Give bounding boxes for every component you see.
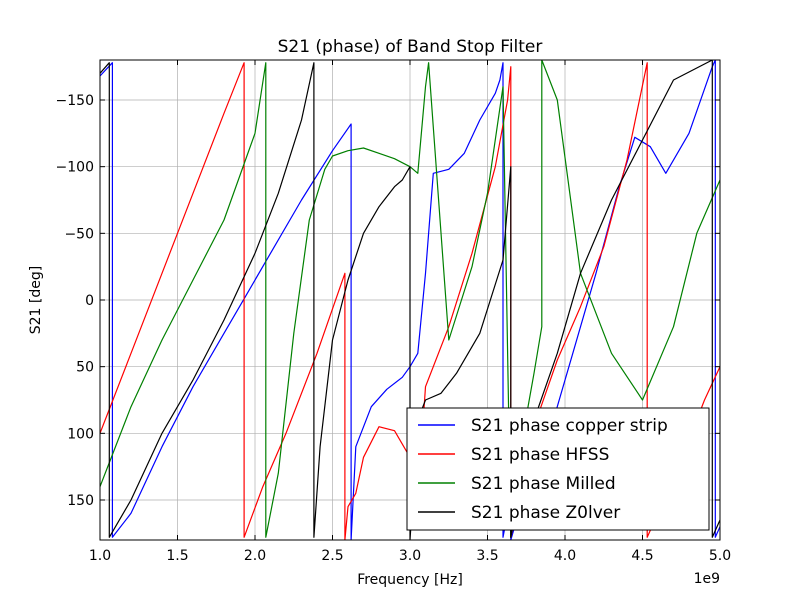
legend-entries: S21 phase copper strip S21 phase HFSS S21 … [418, 416, 668, 523]
x-tick-label: 2.5 [321, 548, 343, 564]
x-tick-label: 1.5 [166, 548, 188, 564]
legend-label-s21-phase-copper-strip: S21 phase copper strip [471, 416, 668, 436]
y-tick-labels: −150 −100 −50 0 50 100 150 [56, 93, 94, 509]
y-tick-label: 150 [67, 493, 94, 509]
x-offset-label: 1e9 [694, 571, 720, 587]
x-tick-label: 3.0 [399, 548, 421, 564]
y-axis-label: S21 [deg] [28, 266, 44, 334]
legend: S21 phase copper strip S21 phase HFSS S21 … [406, 407, 710, 531]
x-tick-label: 5.0 [709, 548, 731, 564]
tick-marks [99, 60, 721, 540]
y-tick-label: −150 [56, 93, 94, 109]
y-tick-label: −100 [56, 160, 94, 176]
x-tick-label: 1.0 [89, 548, 111, 564]
x-tick-labels: 1.0 1.5 2.0 2.5 3.0 3.5 4.0 4.5 5.0 [89, 548, 731, 564]
series-line-s21-phase-z0lver [100, 60, 720, 540]
x-tick-label: 4.0 [554, 548, 576, 564]
x-tick-label: 3.5 [476, 548, 498, 564]
x-axis-label: Frequency [Hz] [357, 572, 463, 588]
y-tick-label: 100 [67, 426, 94, 442]
x-tick-label: 2.0 [244, 548, 266, 564]
legend-label-s21-phase-z0lver: S21 phase Z0lver [471, 503, 620, 523]
y-tick-label: −50 [64, 226, 94, 242]
legend-label-s21-phase-milled: S21 phase Milled [471, 474, 616, 494]
series-line-s21-phase-copper-strip [100, 60, 720, 540]
y-tick-label: 50 [76, 360, 94, 376]
y-tick-label: 0 [85, 293, 94, 309]
chart-title: S21 (phase) of Band Stop Filter [278, 37, 543, 57]
legend-box [406, 407, 710, 531]
legend-label-s21-phase-hfss: S21 phase HFSS [471, 445, 609, 465]
series-line-s21-phase-milled [100, 60, 720, 538]
x-tick-label: 4.5 [631, 548, 653, 564]
